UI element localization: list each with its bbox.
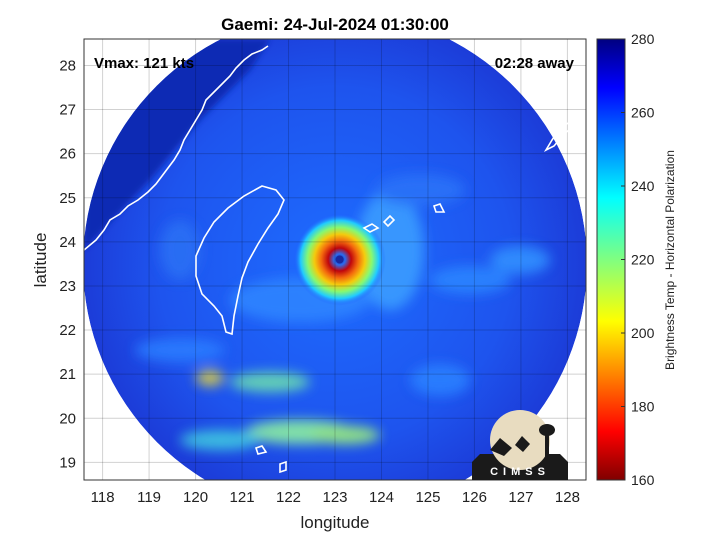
y-tick-label: 23: [59, 278, 76, 295]
colorbar-tick-label: 260: [631, 105, 655, 121]
x-axis-label: longitude: [300, 513, 369, 532]
colorbar-tick-label: 180: [631, 399, 655, 415]
plot-frame: [83, 38, 587, 481]
colorbar-tick-label: 240: [631, 178, 655, 194]
cimss-logo: CIMSS: [472, 410, 568, 480]
y-tick-label: 28: [59, 57, 76, 74]
colorbar-tick-label: 220: [631, 252, 655, 268]
colorbar-gradient: [596, 38, 626, 481]
y-tick-label: 19: [59, 454, 76, 471]
x-tick-label: 118: [91, 489, 115, 506]
y-tick-label: 26: [59, 146, 76, 163]
rainband-features: [135, 174, 550, 450]
cimss-logo-text: CIMSS: [490, 466, 550, 478]
luzon-islet-2: [279, 460, 287, 474]
y-tick-label: 20: [59, 410, 76, 427]
time-away-annotation: 02:28 away: [495, 55, 575, 72]
colorbar-label: Brightness Temp - Horizontal Polarizatio…: [663, 150, 677, 370]
miyako-island: [432, 203, 446, 213]
yonaguni-island: [362, 223, 380, 233]
colorbar-tick-label: 160: [631, 472, 655, 488]
y-axis-label: latitude: [31, 233, 50, 288]
y-tick-label: 25: [59, 190, 76, 207]
x-tick-label: 120: [183, 489, 208, 506]
map-plot-area: [84, 39, 586, 480]
x-tick-labels: 118 119 120 121 122 123 124 125 126 127 128: [91, 489, 580, 506]
x-tick-label: 123: [322, 489, 347, 506]
colorbar-tick-label: 200: [631, 325, 655, 341]
x-tick-label: 122: [276, 489, 301, 506]
x-tick-label: 121: [230, 489, 255, 506]
taiwan-coastline: [195, 185, 285, 336]
y-tick-labels: 19 20 21 22 23 24 25 26 27 28: [59, 57, 76, 471]
luzon-islet-1: [254, 445, 268, 455]
y-tick-label: 22: [59, 322, 76, 339]
china-coastline: [84, 45, 269, 251]
coastlines: [84, 45, 580, 474]
vmax-annotation: Vmax: 121 kts: [94, 55, 194, 72]
y-tick-label: 21: [59, 366, 76, 383]
x-tick-label: 124: [369, 489, 394, 506]
typhoon-eye: [335, 255, 344, 264]
y-tick-label: 24: [59, 234, 76, 251]
y-tick-label: 27: [59, 102, 76, 119]
x-tick-label: 128: [555, 489, 580, 506]
x-tick-label: 127: [508, 489, 533, 506]
colorbar-tick-label: 280: [631, 31, 655, 47]
figure-title: Gaemi: 24-Jul-2024 01:30:00: [221, 15, 449, 34]
x-tick-label: 119: [137, 489, 161, 506]
colorbar: 160 180 200 220 240 260 280 Brightness Temp - …: [596, 31, 677, 488]
x-tick-label: 126: [462, 489, 487, 506]
colorbar-ticks: 160 180 200 220 240 260 280: [621, 31, 655, 488]
iriomote-island: [382, 214, 396, 228]
okinawa-coastline: [543, 116, 580, 152]
x-tick-label: 125: [415, 489, 440, 506]
